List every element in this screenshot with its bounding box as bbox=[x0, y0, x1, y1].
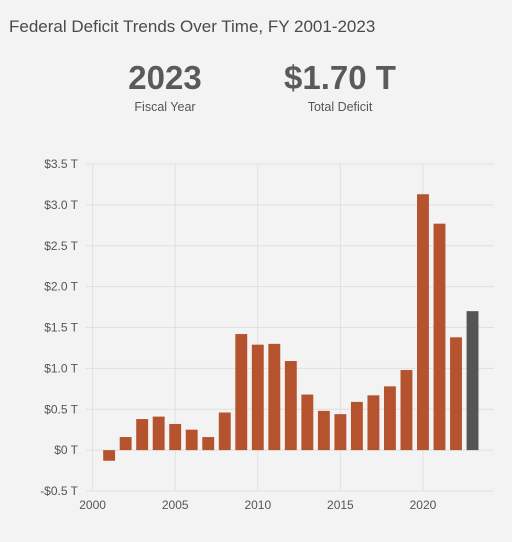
bar-2015[interactable] bbox=[334, 414, 347, 451]
total-deficit-label: Total Deficit bbox=[307, 100, 373, 114]
y-tick-label: $3.5 T bbox=[44, 157, 78, 171]
bar-2006[interactable] bbox=[185, 429, 198, 451]
bar-2021[interactable] bbox=[433, 223, 446, 451]
x-tick-label: 2015 bbox=[327, 498, 354, 512]
bar-2013[interactable] bbox=[301, 394, 314, 451]
bar-2017[interactable] bbox=[367, 395, 380, 451]
bar-2011[interactable] bbox=[268, 343, 281, 451]
chart-title: Federal Deficit Trends Over Time, FY 200… bbox=[9, 17, 376, 36]
bar-2008[interactable] bbox=[218, 412, 231, 451]
bar-2022[interactable] bbox=[450, 337, 462, 451]
y-tick-label: $0.5 T bbox=[44, 402, 78, 416]
bar-2001[interactable] bbox=[103, 450, 116, 461]
fiscal-year-value: 2023 bbox=[128, 59, 202, 96]
x-tick-label: 2010 bbox=[244, 498, 271, 512]
bar-2020[interactable] bbox=[417, 194, 429, 451]
y-axis-ticks: -$0.5 T $0 T $0.5 T $1.0 T $1.5 T $2.0 T $2.5 … bbox=[40, 157, 78, 498]
y-tick-label: $2.0 T bbox=[44, 280, 78, 294]
bars bbox=[103, 194, 479, 461]
total-deficit-value: $1.70 T bbox=[284, 59, 396, 96]
bar-2007[interactable] bbox=[202, 437, 215, 451]
total-deficit-stat: $1.70 T Total Deficit bbox=[260, 59, 420, 115]
fiscal-year-stat: 2023 Fiscal Year bbox=[85, 59, 245, 115]
x-axis-ticks: 2000 2005 2010 2015 2020 bbox=[79, 498, 436, 512]
x-tick-label: 2005 bbox=[162, 498, 189, 512]
bar-2014[interactable] bbox=[317, 410, 330, 451]
y-tick-label: $1.5 T bbox=[44, 321, 78, 335]
bar-2003[interactable] bbox=[136, 419, 149, 451]
fiscal-year-label: Fiscal Year bbox=[134, 100, 196, 114]
bar-2010[interactable] bbox=[251, 344, 264, 451]
x-tick-label: 2020 bbox=[410, 498, 437, 512]
bar-highlight-2023[interactable] bbox=[466, 311, 479, 451]
bar-2009[interactable] bbox=[235, 334, 248, 451]
y-tick-label: $0 T bbox=[54, 443, 78, 457]
bar-2002[interactable] bbox=[119, 437, 132, 451]
y-tick-label: $2.5 T bbox=[44, 239, 78, 253]
x-tick-label: 2000 bbox=[79, 498, 106, 512]
bar-2019[interactable] bbox=[400, 370, 413, 451]
y-tick-label: -$0.5 T bbox=[40, 484, 78, 498]
y-tick-label: $1.0 T bbox=[44, 361, 78, 375]
bar-2012[interactable] bbox=[284, 361, 297, 451]
bar-2004[interactable] bbox=[152, 416, 165, 451]
bar-2018[interactable] bbox=[383, 386, 396, 451]
y-tick-label: $3.0 T bbox=[44, 198, 78, 212]
bar-2005[interactable] bbox=[169, 423, 182, 451]
bar-2016[interactable] bbox=[350, 401, 363, 451]
